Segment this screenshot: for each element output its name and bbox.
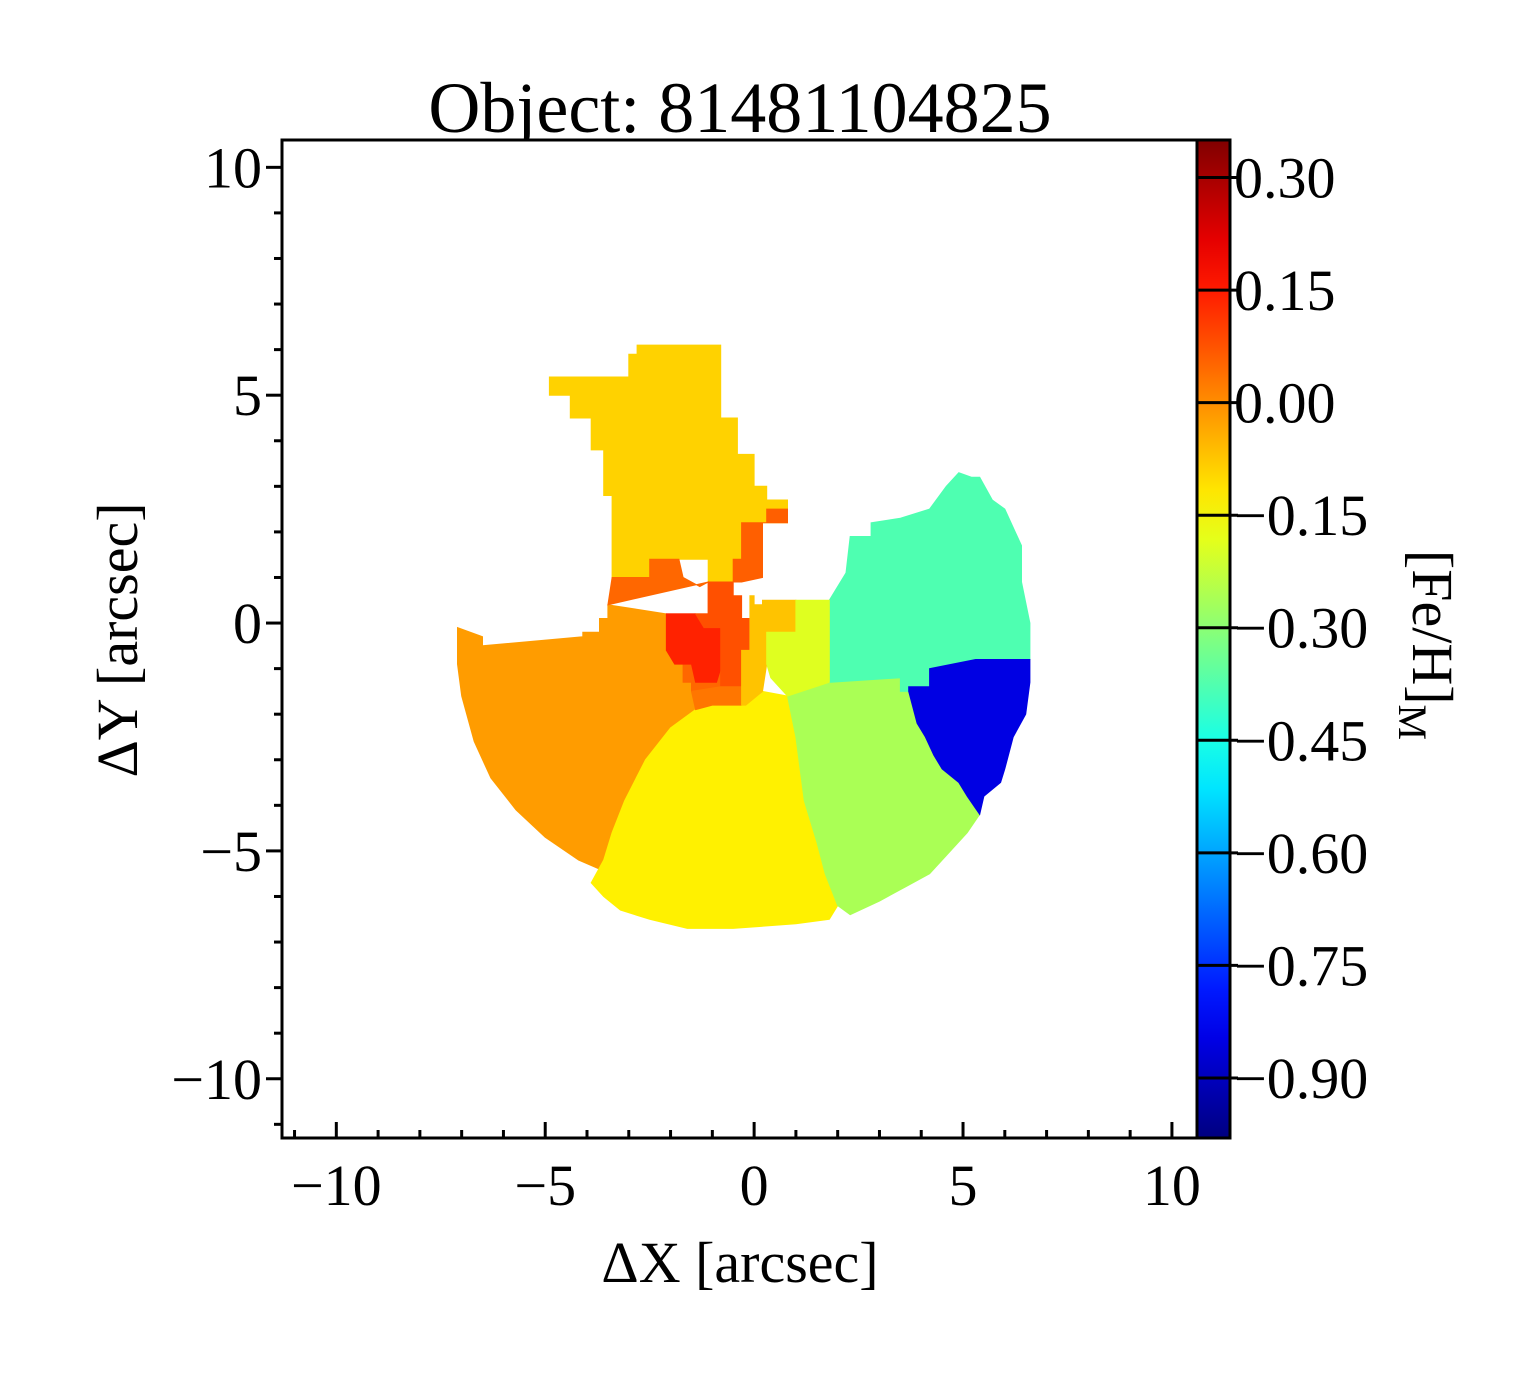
colorbar-tick-label: −0.90 [1234, 1046, 1368, 1111]
y-tick-label: 0 [233, 591, 262, 656]
colorbar-tick-label: 0.30 [1234, 146, 1336, 211]
colorbar-tick-label: −0.15 [1234, 483, 1368, 548]
colorbar-label-main: [Fe/H] [1400, 550, 1465, 705]
x-tick-label: 5 [949, 1153, 978, 1218]
y-axis-ticks: 10 5 0 −5 −10 [171, 135, 282, 1126]
colorbar-tick-label: −0.45 [1234, 708, 1368, 773]
colorbar-label: [Fe/H]M [1390, 550, 1465, 740]
colorbar-tick-label: −0.60 [1234, 821, 1368, 886]
colorbar: 0.30 0.15 0.00 −0.15 −0.30 −0.45 −0.60 −0.75 −0.… [1195, 138, 1465, 1140]
y-axis-label: ΔY [arcsec] [85, 502, 150, 777]
y-tick-label: 5 [233, 363, 262, 428]
x-tick-label: 10 [1143, 1153, 1201, 1218]
y-tick-label: −10 [171, 1047, 262, 1112]
region-core-east-green [766, 599, 830, 697]
colorbar-tick-label: −0.75 [1234, 933, 1368, 998]
x-axis-ticks: −10 −5 0 5 10 [291, 1122, 1201, 1218]
colorbar-tick-label: 0.15 [1234, 258, 1336, 323]
y-tick-label: 10 [204, 135, 262, 200]
x-tick-label: −10 [291, 1153, 382, 1218]
x-tick-label: −5 [514, 1153, 576, 1218]
colorbar-tick-label: 0.00 [1234, 371, 1336, 436]
plot-area: −10 −5 0 5 10 10 5 0 −5 −10 [171, 135, 1201, 1218]
colorbar-label-subscript: M [1390, 705, 1435, 741]
colorbar-ticks: 0.30 0.15 0.00 −0.15 −0.30 −0.45 −0.60 −0.75 −0.… [1197, 146, 1368, 1111]
x-axis-label: ΔX [arcsec] [601, 1230, 878, 1295]
colorbar-fill [1197, 140, 1230, 1138]
region-east-blue-sector [908, 659, 1031, 816]
x-tick-label: 0 [740, 1153, 769, 1218]
region-south-sector [590, 690, 839, 929]
region-north-orange-patch [732, 508, 788, 583]
metallicity-map [457, 344, 1031, 929]
chart-title: Object: 81481104825 [428, 68, 1051, 148]
y-tick-label: −5 [200, 819, 262, 884]
colorbar-tick-label: −0.30 [1234, 596, 1368, 661]
colorbar-frame [1195, 138, 1232, 1140]
